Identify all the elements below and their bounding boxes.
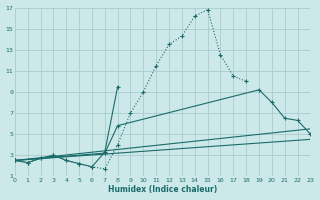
X-axis label: Humidex (Indice chaleur): Humidex (Indice chaleur) xyxy=(108,185,217,194)
